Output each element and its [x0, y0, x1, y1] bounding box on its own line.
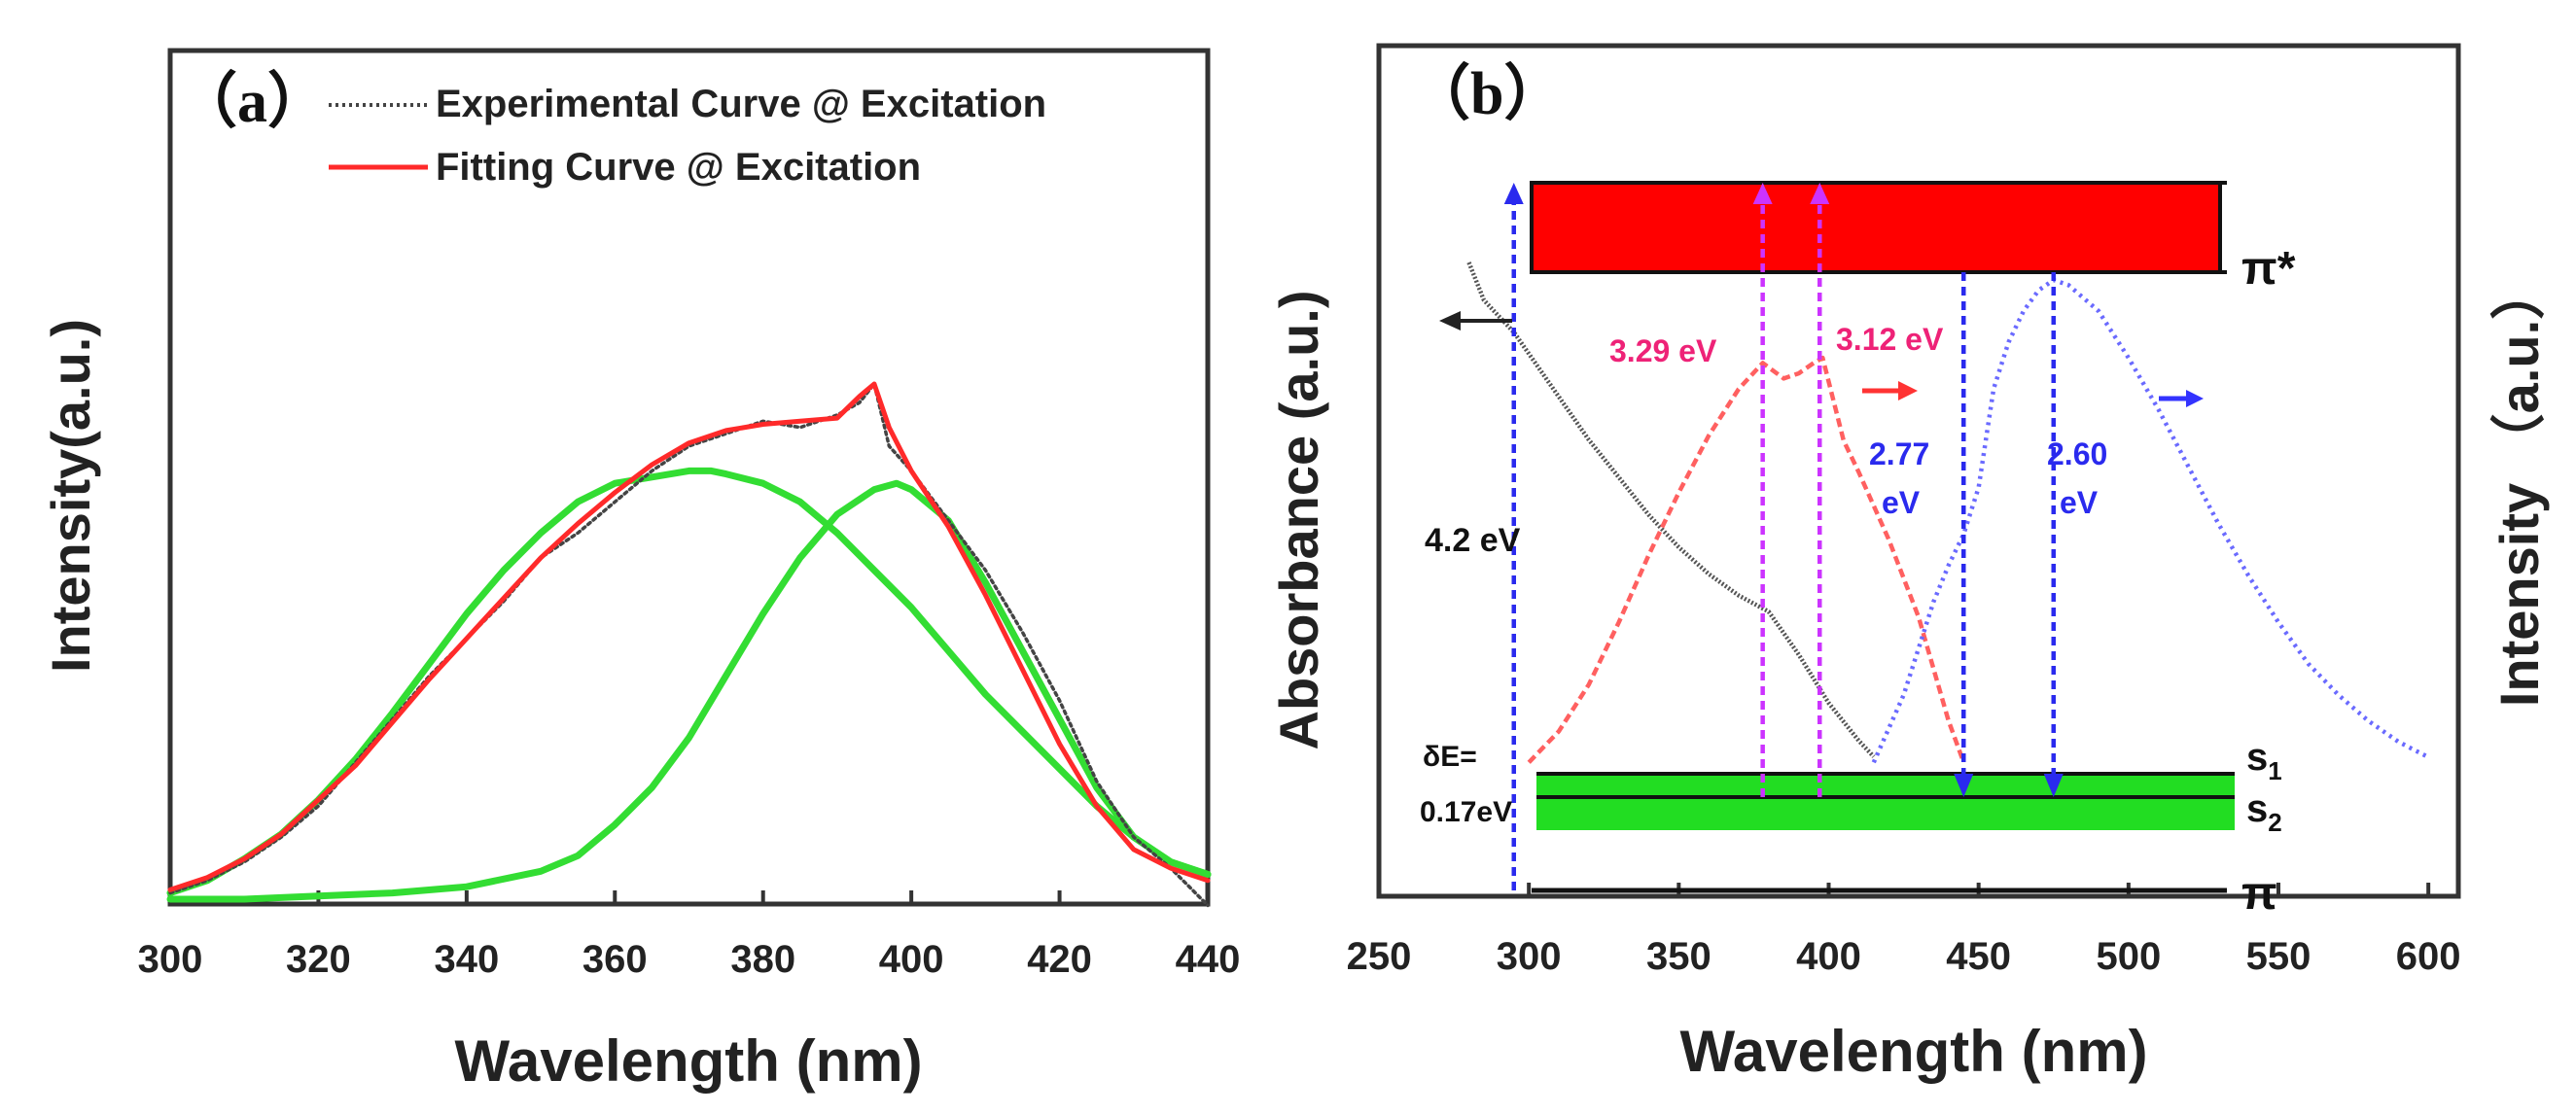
- panel-b-series: [1466, 261, 2430, 764]
- panel-b-x-tick-label: 450: [1946, 935, 2011, 978]
- panel-a-x-tick-label: 420: [1027, 938, 1092, 981]
- panel-b-x-tick-label: 400: [1796, 935, 1861, 978]
- series-fitting-curve: [167, 381, 1211, 892]
- panel-a-legend: Experimental Curve @ Excitation Fitting …: [329, 83, 1046, 189]
- level-label-pi-star: π*: [2241, 243, 2296, 295]
- transition-arrow-2-60-ev: [2043, 272, 2064, 797]
- legend-fitting-label: Fitting Curve @ Excitation: [436, 146, 921, 189]
- panel-a-x-axis-title: Wavelength (nm): [454, 1028, 922, 1094]
- transition-arrow-4-2-ev: [1503, 183, 1524, 890]
- panel-a-x-ticks: 300 320 340 360 380 400 420 440: [138, 890, 1241, 981]
- band-s1: [1536, 774, 2235, 797]
- panel-a-x-tick-label: 320: [286, 938, 351, 981]
- annotation-2-77-value: 2.77: [1869, 436, 1929, 471]
- panel-b-frame: [1376, 43, 2461, 899]
- annotation-3-29-ev: 3.29 eV: [1609, 333, 1717, 368]
- annotation-2-60-value: 2.60: [2047, 436, 2107, 471]
- panel-a-x-tick-label: 360: [582, 938, 648, 981]
- emission-axis-arrow: [2159, 390, 2204, 407]
- panel-a-x-tick-label: 300: [138, 938, 203, 981]
- annotation-delta-e-value: 0.17eV: [1420, 796, 1512, 828]
- panel-a-series: [166, 381, 1212, 908]
- series-gaussian-component-2: [166, 479, 1212, 903]
- panel-b-x-tick-label: 350: [1646, 935, 1711, 978]
- transition-arrow-3-12-ev: [1810, 183, 1830, 797]
- panel-b-x-axis-title: Wavelength (nm): [1679, 1019, 2147, 1084]
- series-experimental-curve: [168, 382, 1210, 908]
- annotation-2-60-unit: eV: [2060, 485, 2099, 520]
- annotation-4-2-ev: 4.2 eV: [1425, 522, 1521, 559]
- annotation-3-12-ev: 3.12 eV: [1836, 322, 1944, 357]
- panel-b-x-tick-label: 300: [1497, 935, 1562, 978]
- annotation-2-77-unit: eV: [1882, 485, 1921, 520]
- excitation-axis-arrow: [1862, 381, 1918, 400]
- panel-b-transitions: [1503, 183, 2064, 890]
- transition-arrow-2-77-ev: [1954, 272, 1974, 797]
- series-emission: [1871, 277, 2430, 764]
- panel-a-x-tick-label: 340: [434, 938, 499, 981]
- panel-a-y-axis-title: Intensity(a.u.): [40, 319, 101, 673]
- panel-b-x-tick-label: 550: [2246, 935, 2311, 978]
- annotation-delta-e-label: δE=: [1423, 741, 1477, 773]
- panel-b: 250 300 350 400 450 500 550 600 （b） π* s1 s2: [1268, 43, 2550, 1084]
- panel-b-x-tick-label: 500: [2096, 935, 2161, 978]
- panel-b-x-tick-label: 600: [2396, 935, 2461, 978]
- transition-arrow-3-29-ev: [1752, 183, 1773, 797]
- band-s2: [1536, 799, 2235, 830]
- level-label-s1: s1: [2246, 736, 2282, 785]
- panel-a: 300 320 340 360 380 400 420 440 （a） Experimenta…: [40, 48, 1241, 1094]
- legend-experimental-label: Experimental Curve @ Excitation: [436, 83, 1046, 125]
- panel-a-x-tick-label: 380: [730, 938, 795, 981]
- band-pi-star: [1530, 181, 2222, 274]
- panel-a-x-tick-label: 400: [879, 938, 944, 981]
- panel-b-right-y-axis-title: Intensity （a.u.）: [2488, 265, 2550, 707]
- panel-a-frame: [167, 48, 1211, 907]
- panel-b-x-ticks: 250 300 350 400 450 500 550 600: [1347, 883, 2461, 978]
- level-label-pi: π: [2241, 868, 2277, 920]
- panel-b-label: （b）: [1410, 59, 1564, 127]
- panel-a-label: （a）: [177, 67, 328, 135]
- panel-b-left-y-axis-title: Absorbance (a.u.): [1268, 291, 1329, 750]
- panel-a-x-tick-label: 440: [1176, 938, 1241, 981]
- series-absorbance: [1466, 261, 1876, 758]
- series-gaussian-component-1: [166, 467, 1212, 897]
- level-label-s2: s2: [2246, 787, 2282, 837]
- panel-b-x-tick-label: 250: [1347, 935, 1412, 978]
- absorbance-axis-arrow: [1439, 311, 1512, 331]
- series-excitation: [1527, 355, 1966, 764]
